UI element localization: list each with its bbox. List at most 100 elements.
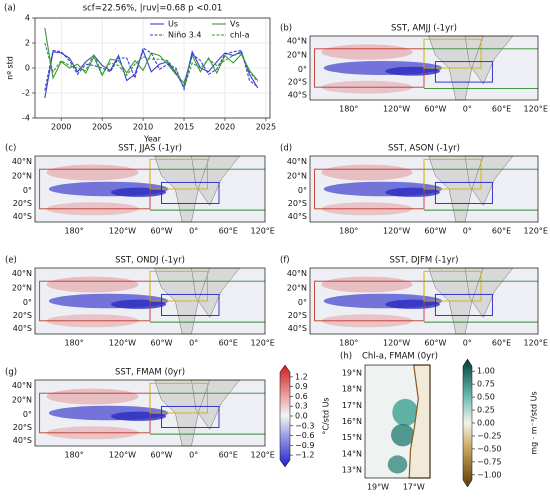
- colorbar-tick-label: 1.2: [295, 372, 308, 381]
- lat-label: 17°N: [342, 401, 362, 410]
- lon-label: 120°E: [251, 339, 275, 348]
- lon-label: 120°E: [251, 227, 275, 236]
- lon-label: 180°: [339, 105, 358, 114]
- lat-label: 40°N: [287, 269, 307, 278]
- panel-label: (d): [280, 144, 292, 154]
- colorbar-label: mg · m⁻³/std Us: [530, 391, 539, 454]
- lon-label: 60°W: [150, 227, 172, 236]
- lat-label: 40°S: [288, 212, 307, 221]
- chart-title: scf=22.56%, |ruv|=0.68 p <0.01: [83, 4, 223, 14]
- lat-label: 0°: [298, 298, 307, 307]
- lat-label: 20°N: [287, 283, 307, 292]
- lat-label: 0°: [23, 298, 32, 307]
- lat-label: 20°S: [13, 311, 32, 320]
- lon-label: 180°: [64, 227, 83, 236]
- panel-title: SST, FMAM (0yr): [115, 368, 185, 378]
- region-box: [161, 405, 220, 428]
- region-box: [149, 158, 208, 190]
- lon-label: 120°W: [109, 451, 136, 460]
- lat-label: 40°S: [13, 324, 32, 333]
- lon-label: 180°: [64, 339, 83, 348]
- lon-label: 60°W: [150, 451, 172, 460]
- region-box: [161, 181, 220, 204]
- warm-anomaly: [46, 164, 139, 181]
- map-frame: [309, 267, 539, 335]
- map-frame: [34, 379, 266, 447]
- x-tick-label: 2020: [215, 123, 235, 132]
- lat-label: 20°S: [13, 423, 32, 432]
- lat-label: 19°N: [342, 369, 362, 378]
- region-box: [434, 181, 493, 204]
- lon-label: 120°E: [524, 227, 548, 236]
- region-box: [149, 382, 208, 414]
- lon-label: 180°: [64, 451, 83, 460]
- panel-title: SST, ONDJ (-1yr): [115, 256, 185, 266]
- lon-label: 0°: [463, 227, 472, 236]
- lon-label: 60°E: [492, 105, 511, 114]
- lon-label: 60°E: [219, 451, 238, 460]
- lon-label: 120°W: [383, 105, 410, 114]
- lon-label: 60°E: [219, 339, 238, 348]
- colorbar-tick-label: 1.00: [477, 367, 495, 376]
- lat-label: 0°: [23, 410, 32, 419]
- chl-anomaly: [392, 398, 419, 427]
- lat-label: 40°S: [13, 212, 32, 221]
- warm-anomaly: [321, 276, 413, 293]
- lat-label: 0°: [298, 186, 307, 195]
- lon-label: 60°W: [424, 105, 446, 114]
- colorbar-tick-label: −0.9: [295, 441, 314, 450]
- lat-label: 40°N: [287, 157, 307, 166]
- legend-label: chl-a: [230, 31, 250, 40]
- panel-label: (f): [280, 256, 290, 266]
- cold-anomaly: [110, 299, 167, 309]
- x-tick-label: 2025: [256, 123, 276, 132]
- lon-label: 120°W: [109, 227, 136, 236]
- lat-label: 20°S: [13, 199, 32, 208]
- lon-label: 120°E: [251, 451, 275, 460]
- colorbar-tick-label: −0.3: [295, 421, 314, 430]
- cold-anomaly: [385, 187, 440, 197]
- legend-label: Niño 3.4: [168, 31, 201, 40]
- colorbar-label: °C/std Us: [322, 397, 331, 434]
- lon-label: 19°W: [367, 483, 389, 492]
- cold-anomaly: [110, 411, 167, 421]
- colorbar-tick-label: −0.25: [477, 431, 502, 440]
- colorbar: [279, 364, 291, 468]
- lon-label: 0°: [463, 339, 472, 348]
- panel-title: SST, ASON (-1yr): [388, 144, 460, 154]
- map-frame: [34, 155, 266, 223]
- chl-anomaly: [387, 455, 408, 474]
- x-tick-label: 2000: [51, 123, 71, 132]
- map-frame: [34, 267, 266, 335]
- lon-label: 17°W: [403, 483, 425, 492]
- colorbar-tick-label: 0.75: [477, 380, 495, 389]
- lon-label: 60°E: [492, 339, 511, 348]
- region-box: [161, 293, 220, 316]
- panel-label: (e): [5, 256, 17, 266]
- lat-label: 40°N: [12, 157, 32, 166]
- lon-label: 0°: [189, 451, 198, 460]
- legend-label: Vs: [230, 20, 240, 29]
- y-tick-label: -2: [22, 89, 30, 98]
- x-tick-label: 2015: [174, 123, 194, 132]
- lon-label: 180°: [339, 227, 358, 236]
- y-tick-label: 0: [25, 64, 30, 73]
- panel-title: SST, JJAS (-1yr): [118, 144, 182, 154]
- lat-label: 0°: [23, 186, 32, 195]
- cold-anomaly: [110, 187, 167, 197]
- series-line: [44, 27, 259, 85]
- cold-anomaly: [385, 66, 440, 76]
- warm-anomaly: [46, 388, 139, 405]
- lat-label: 20°N: [287, 51, 307, 60]
- lat-label: 20°S: [288, 199, 307, 208]
- colorbar: [462, 358, 473, 488]
- lon-label: 0°: [189, 227, 198, 236]
- lat-label: 20°N: [287, 171, 307, 180]
- colorbar-tick-label: 0.50: [477, 393, 495, 402]
- lon-label: 120°W: [383, 227, 410, 236]
- lat-label: 20°S: [288, 78, 307, 87]
- colorbar-tick-label: 0.0: [295, 412, 308, 421]
- panel-label: (g): [5, 368, 17, 378]
- colorbar-tick-label: −0.75: [477, 457, 502, 466]
